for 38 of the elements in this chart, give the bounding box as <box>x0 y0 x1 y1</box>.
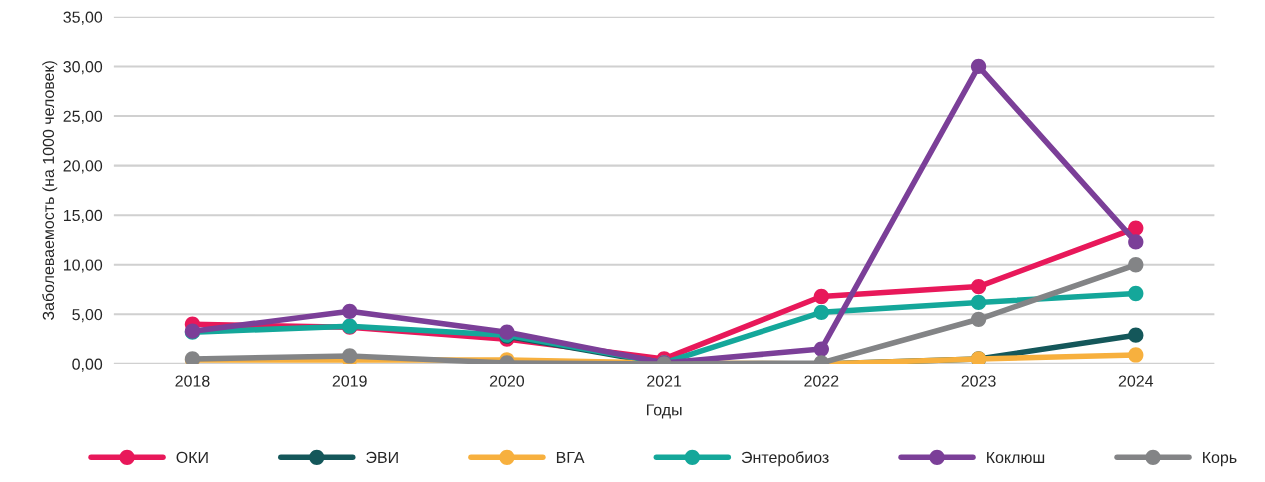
point <box>970 294 987 311</box>
point <box>970 58 987 75</box>
x-tick-label: 2021 <box>647 375 682 387</box>
x-tick-label: 2018 <box>175 375 210 387</box>
point <box>342 348 358 364</box>
x-tick-label: 2020 <box>489 375 525 387</box>
y-tick-label: 15,00 <box>63 209 103 224</box>
legend-label: Корь <box>1203 451 1237 467</box>
point <box>813 304 829 320</box>
y-tick-label: 0,00 <box>72 358 103 372</box>
legend-label: ВГА <box>556 451 585 463</box>
point <box>1128 347 1144 363</box>
point <box>1128 285 1144 302</box>
point <box>970 311 987 327</box>
y-tick-label: 20,00 <box>63 160 103 174</box>
y-tick-label: 5,00 <box>72 308 103 323</box>
x-tick-label: 2023 <box>961 375 996 387</box>
x-axis-title: Годы <box>646 404 682 419</box>
y-tick-label: 30,00 <box>63 61 103 75</box>
legend-label: Коклюш <box>987 451 1045 464</box>
point <box>1128 234 1144 250</box>
legend-label: ОКИ <box>176 451 208 464</box>
y-axis-title: Заболеваемость (на 1000 человек) <box>42 61 58 321</box>
legend-label: Энтеробиоз <box>741 451 829 467</box>
y-tick-label: 10,00 <box>63 259 103 273</box>
point <box>1128 220 1144 236</box>
x-tick-label: 2019 <box>332 375 367 387</box>
x-tick-label: 2024 <box>1118 375 1154 387</box>
y-tick-label: 35,00 <box>63 11 103 25</box>
point <box>813 288 829 305</box>
y-tick-label: 25,00 <box>63 110 103 124</box>
point <box>813 341 829 357</box>
point <box>1128 327 1144 343</box>
legend-label: ЭВИ <box>366 451 398 464</box>
point <box>1128 257 1144 273</box>
x-tick-label: 2022 <box>804 375 839 387</box>
point <box>970 278 987 295</box>
point <box>342 303 358 319</box>
